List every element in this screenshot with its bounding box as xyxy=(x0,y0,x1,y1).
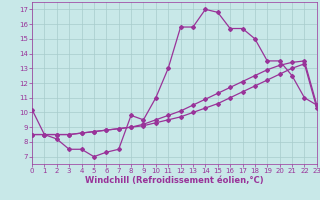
X-axis label: Windchill (Refroidissement éolien,°C): Windchill (Refroidissement éolien,°C) xyxy=(85,176,264,185)
